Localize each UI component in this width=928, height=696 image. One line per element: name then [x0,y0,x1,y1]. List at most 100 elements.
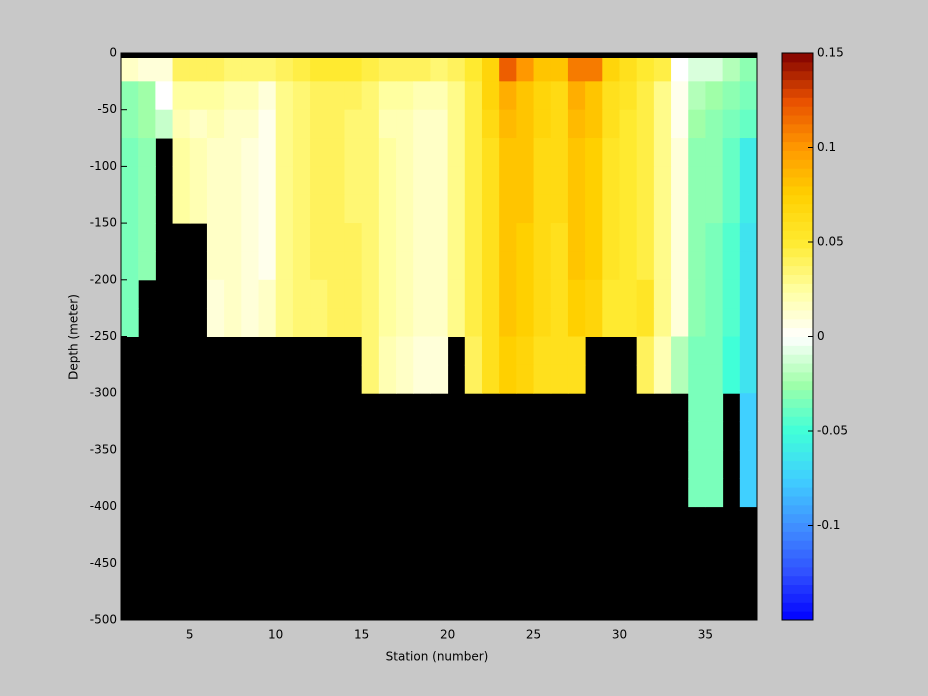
cell [121,308,139,337]
cell [258,53,277,82]
cell [688,279,706,309]
cell [550,364,569,394]
cell [413,194,431,224]
cell [344,194,363,224]
cell [533,109,552,139]
cell [138,223,156,252]
colorbar-step [782,504,813,515]
cell [705,393,724,423]
cell [396,223,414,252]
cell [396,81,414,111]
cell [378,223,397,252]
cell [619,53,638,82]
cell [739,138,758,167]
cell [602,166,620,196]
cell [516,109,535,139]
cell [464,109,483,139]
cell [653,308,672,337]
cell [499,109,517,139]
cell [464,53,483,82]
cell [430,279,449,309]
cell [396,138,414,167]
cell [361,251,380,281]
cell [327,53,345,82]
colorbar-tick-label: -0.05 [817,424,848,438]
cell [705,166,724,196]
cell [481,308,500,337]
colorbar-step [782,256,813,267]
cell [275,109,294,139]
colorbar-step [782,593,813,603]
cell [619,138,638,167]
cell [378,364,397,394]
cell [653,336,672,366]
cell [567,138,586,167]
cell [688,393,706,423]
cell [189,53,208,82]
cell [189,166,208,196]
cell [533,223,552,252]
x-tick-label: 35 [698,628,713,642]
cell [688,109,706,139]
cell [344,81,363,111]
cell [567,279,586,309]
cell [705,223,724,252]
cell [533,336,552,366]
cell [447,223,466,252]
cell [705,194,724,224]
colorbar-step [782,150,813,160]
cell [224,81,242,111]
cell [241,251,260,281]
cell [739,393,758,423]
cell [464,81,483,111]
colorbar-tick-label: 0.1 [817,140,836,154]
cell [481,53,500,82]
cell [361,194,380,224]
cell [722,279,741,309]
cell [636,336,655,366]
cell [705,109,724,139]
cell [224,166,242,196]
cell [516,81,535,111]
cell [172,194,191,224]
cell [344,223,363,252]
cell [671,308,689,337]
cell [533,166,552,196]
cell [636,279,655,309]
cell [258,81,277,111]
cell [430,364,449,394]
cell [413,308,431,337]
x-tick-label: 5 [186,628,194,642]
cell [585,308,603,337]
cell [310,194,328,224]
cell [378,109,397,139]
cell [705,138,724,167]
cell [550,279,569,309]
cell [430,109,449,139]
colorbar-step [782,336,813,346]
cell [688,421,706,451]
cell [396,251,414,281]
cell [241,308,260,337]
colorbar-tick-label: 0 [817,329,825,343]
cell [224,279,242,309]
cell [258,109,277,139]
cell [516,194,535,224]
cell [722,138,741,167]
y-tick-label: -300 [90,386,117,400]
colorbar-step [782,53,813,63]
cell [275,138,294,167]
cell [241,138,260,167]
cell [378,336,397,366]
cell [172,138,191,167]
cell [155,81,174,111]
cell [705,251,724,281]
cell [481,336,500,366]
cell [327,166,345,196]
cell [636,194,655,224]
cell [705,336,724,366]
cell [292,53,311,82]
colorbar-step [782,132,813,143]
cell [499,81,517,111]
cell [413,166,431,196]
